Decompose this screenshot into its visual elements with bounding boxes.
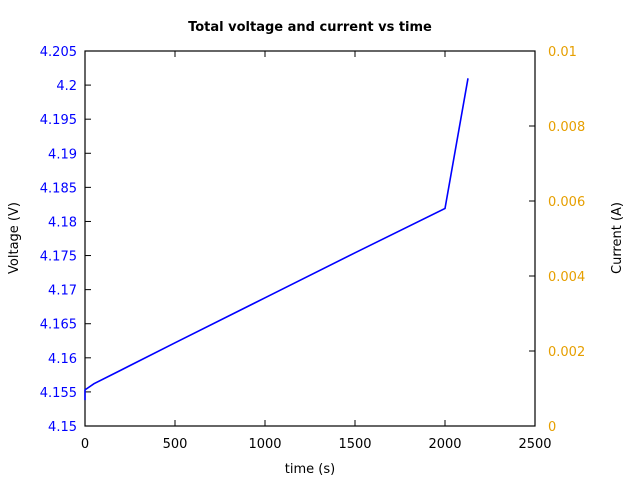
x-tick-label: 1000 bbox=[248, 437, 281, 452]
x-tick-label: 1500 bbox=[338, 437, 371, 452]
x-tick-label: 2000 bbox=[428, 437, 461, 452]
y2-tick-label: 0 bbox=[548, 420, 556, 435]
y-tick-label: 4.15 bbox=[48, 420, 77, 435]
x-tick-label: 0 bbox=[81, 437, 89, 452]
x-tick-label: 2500 bbox=[518, 437, 551, 452]
y-tick-label: 4.165 bbox=[40, 318, 77, 333]
y-axis-right-ticks: 0 0.002 0.004 0.006 0.008 0.01 bbox=[548, 45, 585, 435]
y-tick-label: 4.2 bbox=[56, 79, 77, 94]
y2-tick-label: 0.002 bbox=[548, 345, 585, 360]
y-tick-label: 4.16 bbox=[48, 352, 77, 367]
y2-tick-label: 0.008 bbox=[548, 120, 585, 135]
voltage-line bbox=[84, 78, 469, 401]
y-tick-label: 4.185 bbox=[40, 181, 77, 196]
y2-tick-label: 0.006 bbox=[548, 195, 585, 210]
y2-tick-label: 0.004 bbox=[548, 270, 585, 285]
x-axis-ticks: 0 500 1000 1500 2000 2500 bbox=[81, 437, 552, 452]
y-axis-left-label: Voltage (V) bbox=[7, 202, 22, 274]
plot-area bbox=[84, 50, 536, 427]
y-tick-label: 4.17 bbox=[48, 284, 77, 299]
y-tick-label: 4.155 bbox=[40, 386, 77, 401]
y-tick-label: 4.205 bbox=[40, 45, 77, 60]
x-axis-label: time (s) bbox=[285, 462, 335, 477]
tick-marks bbox=[84, 50, 536, 427]
y-tick-label: 4.18 bbox=[48, 215, 77, 230]
plot-frame bbox=[84, 50, 536, 427]
y-tick-label: 4.19 bbox=[48, 147, 77, 162]
y-tick-label: 4.195 bbox=[40, 113, 77, 128]
x-tick-label: 500 bbox=[163, 437, 188, 452]
y-axis-left-ticks: 4.15 4.155 4.16 4.165 4.17 4.175 4.18 4.185 4.19… bbox=[40, 45, 77, 435]
y-axis-right-label: Current (A) bbox=[610, 202, 625, 274]
y-tick-label: 4.175 bbox=[40, 250, 77, 265]
y2-tick-label: 0.01 bbox=[548, 45, 577, 60]
chart-title: Total voltage and current vs time bbox=[188, 20, 432, 35]
